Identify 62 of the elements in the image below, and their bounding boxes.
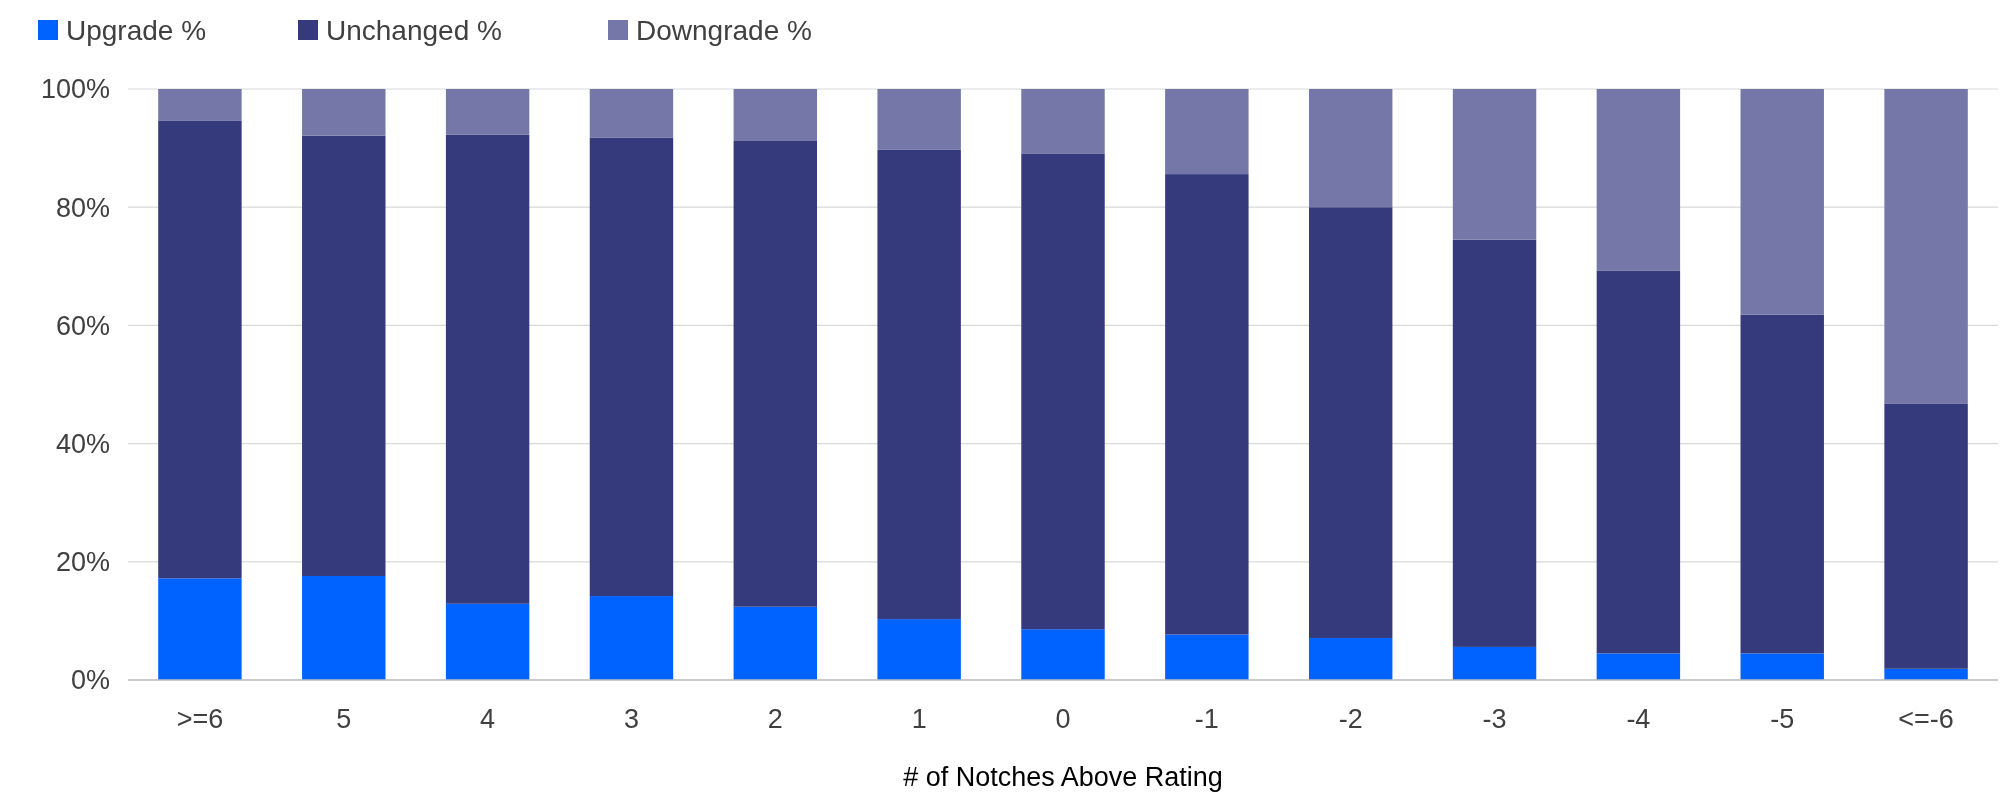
bar: [1308, 638, 1393, 680]
bar: [877, 149, 961, 620]
y-tick-label: 80%: [55, 192, 110, 223]
bar: [733, 141, 818, 607]
x-tick-label: -5: [1770, 704, 1795, 734]
bar: [1165, 89, 1249, 175]
y-tick-label: 20%: [55, 547, 110, 578]
bar: [1596, 270, 1681, 654]
bar: [1308, 207, 1393, 639]
bar: [589, 596, 674, 680]
bar: [589, 137, 674, 597]
x-tick-label: -1: [1194, 704, 1219, 734]
x-tick-label: -3: [1482, 704, 1507, 734]
bar: [589, 89, 674, 138]
bar: [445, 134, 530, 604]
bar: [733, 89, 818, 142]
x-tick-label: 1: [911, 704, 927, 734]
bar: [733, 606, 818, 680]
x-tick-label: 4: [480, 704, 496, 734]
x-tick-label: 2: [767, 704, 783, 734]
bar: [1021, 89, 1105, 154]
x-tick-label: <=-6: [1898, 704, 1954, 734]
bar: [158, 578, 242, 680]
y-tick-label: 60%: [55, 310, 110, 341]
y-tick-label: 40%: [55, 429, 110, 460]
bar: [1740, 314, 1824, 654]
bar: [1740, 653, 1824, 680]
x-tick-label: 3: [623, 704, 639, 734]
bar: [1452, 239, 1537, 647]
y-tick-label: 100%: [40, 74, 110, 105]
x-tick-label: 5: [336, 704, 352, 734]
x-tick-label: -2: [1338, 704, 1363, 734]
bar: [445, 603, 530, 680]
y-tick-label: 0%: [70, 665, 110, 696]
bar: [1884, 89, 1968, 404]
bar: [1596, 89, 1681, 271]
bar: [1165, 174, 1249, 635]
bar: [302, 575, 386, 680]
bar: [1884, 668, 1968, 680]
bar: [1021, 629, 1105, 680]
x-axis-title: # of Notches Above Rating: [903, 762, 1223, 792]
legend-label: Downgrade %: [636, 14, 812, 46]
legend-label: Upgrade %: [66, 14, 207, 46]
bar: [1596, 653, 1681, 680]
bar: [1021, 153, 1105, 630]
bar: [1308, 89, 1393, 208]
x-tick-label: >=6: [176, 704, 224, 734]
x-tick-label: 0: [1055, 704, 1071, 734]
bar: [1165, 634, 1249, 680]
bar: [158, 89, 242, 121]
bar: [1452, 646, 1537, 680]
bar: [877, 619, 961, 680]
bar: [445, 89, 530, 135]
bar: [1452, 89, 1537, 240]
legend-label: Unchanged %: [326, 14, 502, 46]
x-tick-label: -4: [1626, 704, 1651, 734]
bar: [877, 89, 961, 150]
bar: [1740, 89, 1824, 315]
bar: [302, 135, 386, 576]
bar: [158, 120, 242, 579]
bar: [302, 89, 386, 136]
bar: [1884, 403, 1968, 669]
